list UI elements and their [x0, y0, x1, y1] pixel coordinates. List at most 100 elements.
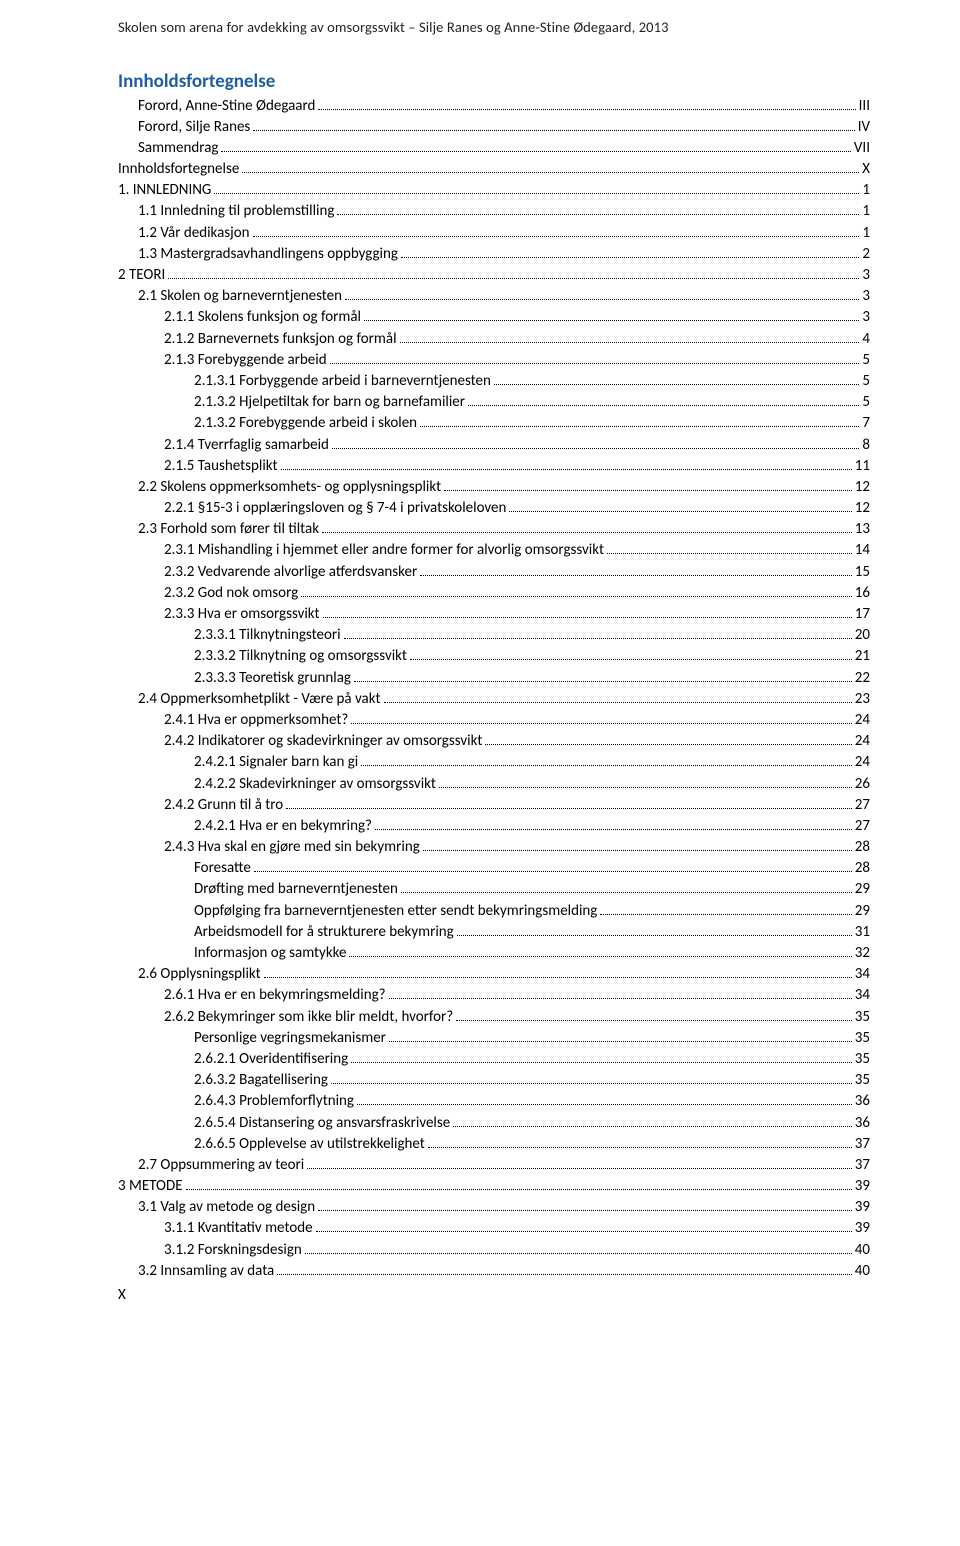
- toc-entry-label: 2.3.3.2 Tilknytning og omsorgssvikt: [194, 646, 407, 667]
- toc-entry-label: 2.6.4.3 Problemforflytning: [194, 1091, 354, 1112]
- toc-entry-label: 2.2.1 §15-3 i opplæringsloven og § 7-4 i…: [164, 498, 506, 519]
- toc-dots: [351, 1048, 852, 1063]
- toc-entry-page: 22: [855, 668, 870, 689]
- toc-entry-label: Personlige vegringsmekanismer: [194, 1028, 386, 1049]
- toc-entry-page: 35: [855, 1007, 870, 1028]
- toc-dots: [410, 646, 852, 661]
- toc-entry-page: 12: [855, 477, 870, 498]
- toc-entry: 2.6.1 Hva er en bekymringsmelding?34: [118, 985, 870, 1006]
- toc-entry-label: 1.3 Mastergradsavhandlingens oppbygging: [138, 244, 398, 265]
- toc-dots: [281, 455, 852, 470]
- toc-entry: 1.1 Innledning til problemstilling 1: [118, 201, 870, 222]
- toc-entry-page: 5: [862, 392, 870, 413]
- toc-entry-page: 16: [855, 583, 870, 604]
- toc-title: Innholdsfortegnelse: [118, 70, 870, 93]
- toc-entry-page: 37: [855, 1155, 870, 1176]
- toc-dots: [337, 201, 859, 216]
- toc-entry-label: 2.3.3.3 Teoretisk grunnlag: [194, 668, 351, 689]
- toc-entry: Drøfting med barneverntjenesten29: [118, 879, 870, 900]
- toc-entry-label: Sammendrag: [138, 138, 218, 159]
- toc-entry-page: 35: [855, 1070, 870, 1091]
- toc-entry-page: III: [859, 96, 870, 117]
- toc-entry-page: 31: [855, 922, 870, 943]
- toc-dots: [349, 943, 851, 958]
- toc-entry-page: 24: [855, 752, 870, 773]
- toc-entry-page: 39: [855, 1197, 870, 1218]
- toc-entry: 2.4.2 Indikatorer og skadevirkninger av …: [118, 731, 870, 752]
- toc-entry: 2.3.3 Hva er omsorgssvikt17: [118, 604, 870, 625]
- page-number: X: [118, 1286, 126, 1304]
- toc-dots: [253, 222, 860, 237]
- toc-entry: 2.1.4 Tverrfaglig samarbeid8: [118, 434, 870, 455]
- toc-entry-label: 2.6.3.2 Bagatellisering: [194, 1070, 328, 1091]
- toc-entry-label: 2.4 Oppmerksomhetplikt - Være på vakt: [138, 689, 381, 710]
- toc-entry-label: 2.3.2 God nok omsorg: [164, 583, 298, 604]
- toc-entry: Sammendrag VII: [118, 137, 870, 158]
- toc-entry-label: 2.3.1 Mishandling i hjemmet eller andre …: [164, 540, 604, 561]
- toc-dots: [444, 476, 852, 491]
- toc-entry-label: 2.3.3.1 Tilknytningsteori: [194, 625, 341, 646]
- toc-entry-page: VII: [854, 138, 870, 159]
- toc-dots: [384, 688, 852, 703]
- toc-entry-page: 29: [855, 879, 870, 900]
- toc-entry-label: 2.4.3 Hva skal en gjøre med sin bekymrin…: [164, 837, 420, 858]
- toc-entry-label: Forord, Silje Ranes: [138, 117, 250, 138]
- toc-entry: Oppfølging fra barneverntjenesten etter …: [118, 900, 870, 921]
- toc-entry: 2.3.3.1 Tilknytningsteori20: [118, 625, 870, 646]
- toc-entry-label: 2.4.2 Indikatorer og skadevirkninger av …: [164, 731, 482, 752]
- toc-entry: 2.3.3.3 Teoretisk grunnlag 22: [118, 667, 870, 688]
- toc-entry-page: 3: [862, 286, 870, 307]
- page-header: Skolen som arena for avdekking av omsorg…: [118, 18, 870, 36]
- toc-entry-page: 14: [855, 540, 870, 561]
- toc-entry: Foresatte28: [118, 858, 870, 879]
- toc-dots: [361, 752, 852, 767]
- toc-dots: [453, 1112, 852, 1127]
- toc-dots: [331, 1070, 852, 1085]
- toc-entry: 3 METODE39: [118, 1176, 870, 1197]
- toc-entry: 3.1.1 Kvantitativ metode39: [118, 1218, 870, 1239]
- toc-entry-page: 24: [855, 731, 870, 752]
- toc-entry: 2.3.1 Mishandling i hjemmet eller andre …: [118, 540, 870, 561]
- toc-entry-label: 2.6.5.4 Distansering og ansvarsfraskrive…: [194, 1113, 450, 1134]
- toc-dots: [254, 858, 852, 873]
- toc-dots: [316, 1218, 852, 1233]
- toc-entry-label: 2.1.2 Barnevernets funksjon og formål: [164, 329, 397, 350]
- toc-dots: [420, 413, 859, 428]
- toc-dots: [400, 328, 860, 343]
- toc-entry: 3.2 Innsamling av data40: [118, 1260, 870, 1281]
- toc-dots: [277, 1260, 852, 1275]
- toc-entry-page: 1: [862, 180, 870, 201]
- toc-entry-page: 12: [855, 498, 870, 519]
- toc-entry-label: 2.4.2 Grunn til å tro: [164, 795, 283, 816]
- toc-entry-page: 26: [855, 774, 870, 795]
- toc-entry: 2.2.1 §15-3 i opplæringsloven og § 7-4 i…: [118, 498, 870, 519]
- toc-entry-page: 8: [862, 435, 870, 456]
- toc-entry-label: Innholdsfortegnelse: [118, 159, 239, 180]
- toc-entry-label: 3.1.1 Kvantitativ metode: [164, 1218, 313, 1239]
- toc-entry: 2.7 Oppsummering av teori37: [118, 1154, 870, 1175]
- toc-entry-label: Informasjon og samtykke: [194, 943, 346, 964]
- toc-entry: 2.6.2.1 Overidentifisering35: [118, 1048, 870, 1069]
- toc-entry-page: 1: [862, 201, 870, 222]
- toc-dots: [494, 370, 860, 385]
- toc-entry-label: 2.4.1 Hva er oppmerksomhet?: [164, 710, 348, 731]
- toc-entry-page: 24: [855, 710, 870, 731]
- toc-entry-label: 2.3.3 Hva er omsorgssvikt: [164, 604, 320, 625]
- toc-dots: [354, 667, 852, 682]
- toc-entry: 2.4.2 Grunn til å tro27: [118, 794, 870, 815]
- toc-entry-label: Oppfølging fra barneverntjenesten etter …: [194, 901, 597, 922]
- toc-dots: [401, 243, 859, 258]
- toc-entry-page: 21: [855, 646, 870, 667]
- toc-entry-label: 2.6.2.1 Overidentifisering: [194, 1049, 348, 1070]
- toc-entry: 2.4.2.1 Signaler barn kan gi24: [118, 752, 870, 773]
- toc-dots: [423, 837, 852, 852]
- toc-entry: 2.1.3 Forebyggende arbeid5: [118, 349, 870, 370]
- toc-entry: 2.2 Skolens oppmerksomhets- og opplysnin…: [118, 476, 870, 497]
- toc-entry: 2.1 Skolen og barneverntjenesten3: [118, 286, 870, 307]
- toc-dots: [600, 900, 851, 915]
- toc-dots: [468, 392, 859, 407]
- toc-entry-label: 1.1 Innledning til problemstilling: [138, 201, 334, 222]
- toc-entry: 1.2 Vår dedikasjon1: [118, 222, 870, 243]
- toc-entry-page: 37: [855, 1134, 870, 1155]
- toc-entry-label: 2.6.6.5 Opplevelse av utilstrekkelighet: [194, 1134, 425, 1155]
